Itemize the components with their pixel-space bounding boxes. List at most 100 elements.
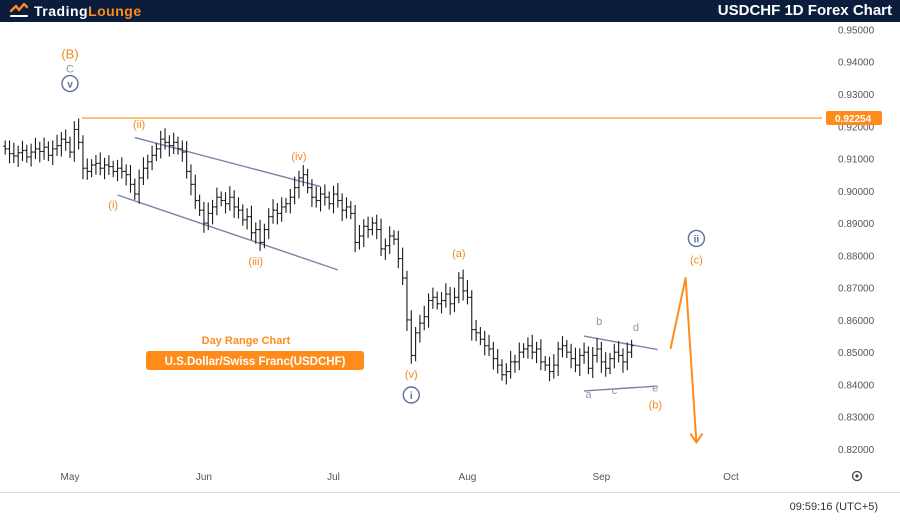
annotation-subtitle: Day Range Chart	[202, 335, 291, 347]
y-tick-label: 0.94000	[838, 58, 875, 69]
ohlc-bar	[42, 137, 47, 160]
ohlc-bar	[305, 168, 310, 194]
ohlc-bar	[474, 319, 479, 342]
ohlc-bar	[629, 339, 634, 358]
ohlc-bar	[72, 121, 77, 162]
ohlc-bar	[508, 350, 513, 379]
ohlc-bar	[482, 330, 487, 356]
ohlc-bar	[20, 140, 25, 162]
wave-label-circle	[402, 386, 420, 404]
wave-label: (i)	[108, 200, 118, 212]
settings-gear-icon-center	[855, 474, 859, 478]
ohlc-bar	[487, 334, 492, 357]
ohlc-bar	[530, 334, 535, 360]
logo-text: TradingLounge	[34, 3, 142, 19]
ohlc-bar	[132, 178, 137, 200]
ohlc-bar	[292, 176, 297, 205]
x-tick-label: Aug	[459, 472, 477, 483]
channel-line	[583, 335, 658, 351]
ohlc-bar	[357, 225, 362, 250]
ohlc-bar	[491, 341, 496, 370]
ohlc-bar	[348, 201, 353, 220]
ohlc-bar	[271, 199, 276, 224]
ohlc-bar	[478, 327, 483, 346]
ohlc-bar	[55, 134, 60, 156]
ohlc-bar	[500, 359, 504, 381]
ohlc-bar	[150, 145, 155, 171]
ohlc-bar	[158, 130, 163, 159]
y-tick-label: 0.89000	[838, 219, 875, 230]
ohlc-bar	[46, 141, 51, 162]
wave-label: (b)	[649, 400, 662, 412]
ohlc-bar	[106, 155, 111, 175]
ohlc-bar	[115, 159, 120, 182]
ohlc-bar	[85, 158, 90, 180]
ohlc-bar	[59, 132, 64, 157]
ohlc-bar	[461, 269, 466, 301]
annotation-badge-bg	[146, 351, 364, 370]
wave-label: (B)	[61, 46, 78, 61]
ohlc-bar	[219, 191, 224, 207]
ohlc-bar	[620, 348, 625, 373]
ohlc-bar	[249, 205, 254, 240]
y-tick-label: 0.90000	[838, 187, 875, 198]
ohlc-bar	[188, 164, 193, 196]
chart-area[interactable]: 0.95000 0.94000 0.93000 0.92000 0.91000 0.900…	[0, 22, 900, 492]
y-tick-label: 0.92000	[838, 122, 875, 133]
ohlc-bar	[387, 226, 392, 255]
ohlc-bar	[262, 223, 267, 249]
x-tick-label: Sep	[592, 472, 610, 483]
ohlc-bar	[612, 343, 617, 369]
ohlc-bar	[569, 343, 574, 369]
ohlc-bar	[383, 238, 388, 260]
ohlc-bar	[616, 341, 621, 363]
wave-label: (a)	[452, 248, 465, 260]
bottom-bar: 09:59:16 (UTC+5)	[0, 492, 900, 523]
ohlc-bar	[564, 339, 569, 358]
settings-gear-icon[interactable]	[851, 470, 863, 482]
y-tick-label: 0.85000	[838, 348, 875, 359]
ohlc-bar	[344, 197, 349, 219]
ohlc-bar	[68, 136, 72, 158]
ohlc-bar	[258, 219, 263, 251]
ohlc-bar	[465, 279, 470, 305]
ohlc-bar	[236, 197, 241, 219]
wave-label: e	[652, 383, 658, 395]
projection-arrowhead	[689, 433, 704, 444]
ohlc-bar	[33, 137, 38, 160]
ohlc-bar	[275, 203, 280, 225]
ohlc-bar	[361, 219, 366, 247]
ohlc-bar	[538, 339, 543, 371]
ohlc-bar	[93, 154, 98, 175]
ohlc-bar	[469, 290, 474, 341]
chart-title: USDCHF 1D Forex Chart	[717, 2, 892, 19]
ohlc-bar	[331, 185, 336, 214]
wave-label: v	[67, 80, 73, 91]
ohlc-bar	[430, 287, 435, 309]
ohlc-bar	[413, 327, 418, 362]
ohlc-bar	[176, 136, 180, 155]
ohlc-bar	[374, 214, 379, 240]
ohlc-bar	[163, 128, 168, 150]
y-tick-label: 0.86000	[838, 316, 875, 327]
ohlc-bar	[141, 157, 146, 185]
ohlc-bar	[29, 143, 34, 167]
ohlc-bar	[577, 348, 582, 377]
ohlc-bar	[366, 216, 371, 238]
ohlc-bar	[318, 186, 323, 212]
ohlc-bar	[309, 179, 314, 207]
wave-label: b	[596, 316, 602, 328]
top-bar: TradingLounge USDCHF 1D Forex Chart	[0, 0, 900, 22]
ohlc-bar	[417, 314, 422, 343]
ohlc-bar	[206, 202, 211, 231]
ohlc-bar	[16, 145, 21, 167]
y-tick-label: 0.93000	[838, 90, 875, 101]
ohlc-bar	[11, 142, 16, 164]
ohlc-bar	[102, 157, 107, 180]
ohlc-bar	[547, 356, 552, 382]
channel-line	[134, 136, 321, 188]
ohlc-bar	[154, 143, 159, 162]
ohlc-bar	[625, 342, 630, 371]
wave-label-circle	[61, 74, 79, 93]
ohlc-bar	[193, 174, 198, 209]
